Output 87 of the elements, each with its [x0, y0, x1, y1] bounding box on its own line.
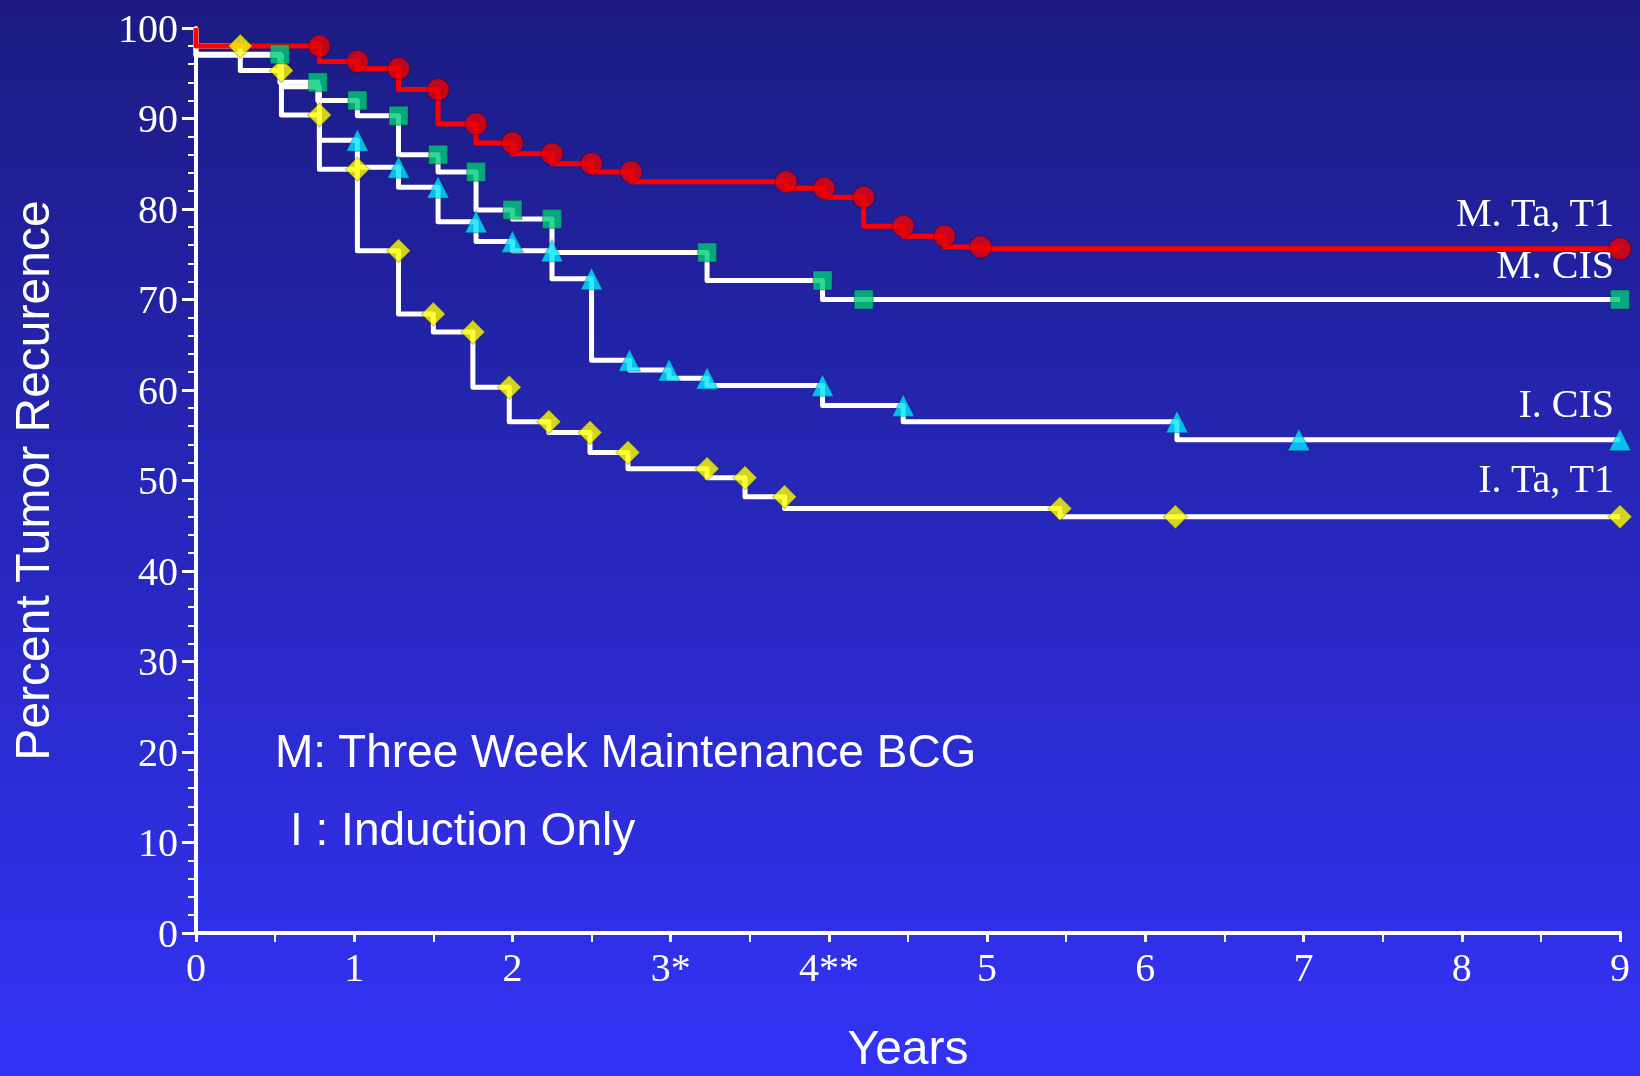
- x-tick-label: 7: [1293, 944, 1314, 990]
- y-tick-label: 30: [138, 639, 178, 684]
- y-tick-label: 70: [138, 277, 178, 322]
- point: [853, 289, 874, 310]
- y-tick-label: 100: [118, 5, 178, 51]
- point: [891, 214, 915, 238]
- point: [502, 199, 523, 221]
- point: [307, 72, 329, 93]
- point: [812, 176, 836, 200]
- y-tick-label: 50: [138, 458, 178, 503]
- y-tick-label: 60: [138, 367, 178, 413]
- point: [577, 419, 603, 446]
- point: [500, 229, 525, 254]
- point: [1609, 289, 1631, 310]
- point: [465, 161, 487, 183]
- point: [1047, 495, 1073, 522]
- point: [269, 43, 291, 65]
- point: [345, 49, 370, 74]
- point: [851, 185, 876, 209]
- point: [464, 209, 488, 234]
- point: [306, 102, 333, 128]
- x-tick-label: 2: [502, 944, 523, 990]
- point: [536, 408, 562, 435]
- x-tick-label: 6: [1135, 944, 1156, 990]
- point: [932, 224, 957, 248]
- y-tick-label: 10: [138, 820, 178, 865]
- point: [619, 160, 643, 184]
- y-tick-label: 20: [138, 729, 178, 775]
- point: [540, 238, 564, 263]
- point: [1608, 428, 1632, 452]
- point: [969, 235, 993, 259]
- point: [891, 393, 915, 418]
- series-label: I. CIS: [1518, 380, 1614, 426]
- annotation: M: Three Week Maintenance BCG: [275, 725, 977, 777]
- annotation: I : Induction Only: [290, 803, 636, 855]
- point: [227, 33, 254, 59]
- point: [464, 112, 488, 136]
- x-tick-label: 4**: [798, 944, 859, 990]
- point: [771, 484, 798, 510]
- x-tick-label: 3*: [650, 944, 691, 990]
- point: [427, 144, 449, 165]
- x-tick-label: 5: [977, 944, 998, 990]
- point: [386, 56, 411, 81]
- y-tick-label: 90: [138, 96, 178, 141]
- point: [657, 358, 681, 382]
- point: [541, 208, 563, 230]
- point: [460, 319, 486, 345]
- point: [347, 90, 368, 111]
- point: [388, 105, 409, 127]
- point: [732, 465, 758, 491]
- series-label: M. Ta, T1: [1456, 189, 1614, 235]
- point: [617, 348, 642, 372]
- point: [1607, 503, 1633, 530]
- point: [426, 175, 450, 200]
- point: [344, 156, 371, 182]
- point: [695, 366, 719, 390]
- point: [694, 455, 720, 482]
- point: [1162, 503, 1189, 530]
- point: [345, 128, 370, 152]
- point: [696, 242, 718, 263]
- x-tick-label: 0: [186, 944, 206, 990]
- point: [579, 266, 604, 291]
- point: [810, 373, 835, 398]
- point: [496, 374, 523, 401]
- point: [812, 270, 833, 291]
- point: [426, 77, 450, 102]
- y-tick-label: 0: [158, 910, 178, 956]
- point: [1287, 428, 1311, 452]
- point: [540, 142, 564, 166]
- series-label: I. Ta, T1: [1478, 456, 1614, 502]
- point: [385, 237, 412, 264]
- point: [420, 301, 447, 327]
- series-label: M. CIS: [1496, 241, 1614, 287]
- point: [615, 439, 641, 466]
- x-tick-label: 8: [1451, 944, 1472, 990]
- y-tick-label: 40: [138, 548, 178, 594]
- x-axis-title: Years: [847, 1020, 969, 1074]
- y-tick-label: 80: [138, 186, 178, 232]
- point: [307, 34, 332, 58]
- x-tick-label: 9: [1610, 944, 1630, 990]
- y-axis-title: Percent Tumor Recurence: [5, 200, 59, 761]
- point: [386, 155, 411, 180]
- point: [1165, 409, 1189, 434]
- x-tick-label: 1: [344, 944, 365, 990]
- point: [500, 131, 525, 155]
- point: [579, 152, 604, 176]
- point: [774, 170, 798, 194]
